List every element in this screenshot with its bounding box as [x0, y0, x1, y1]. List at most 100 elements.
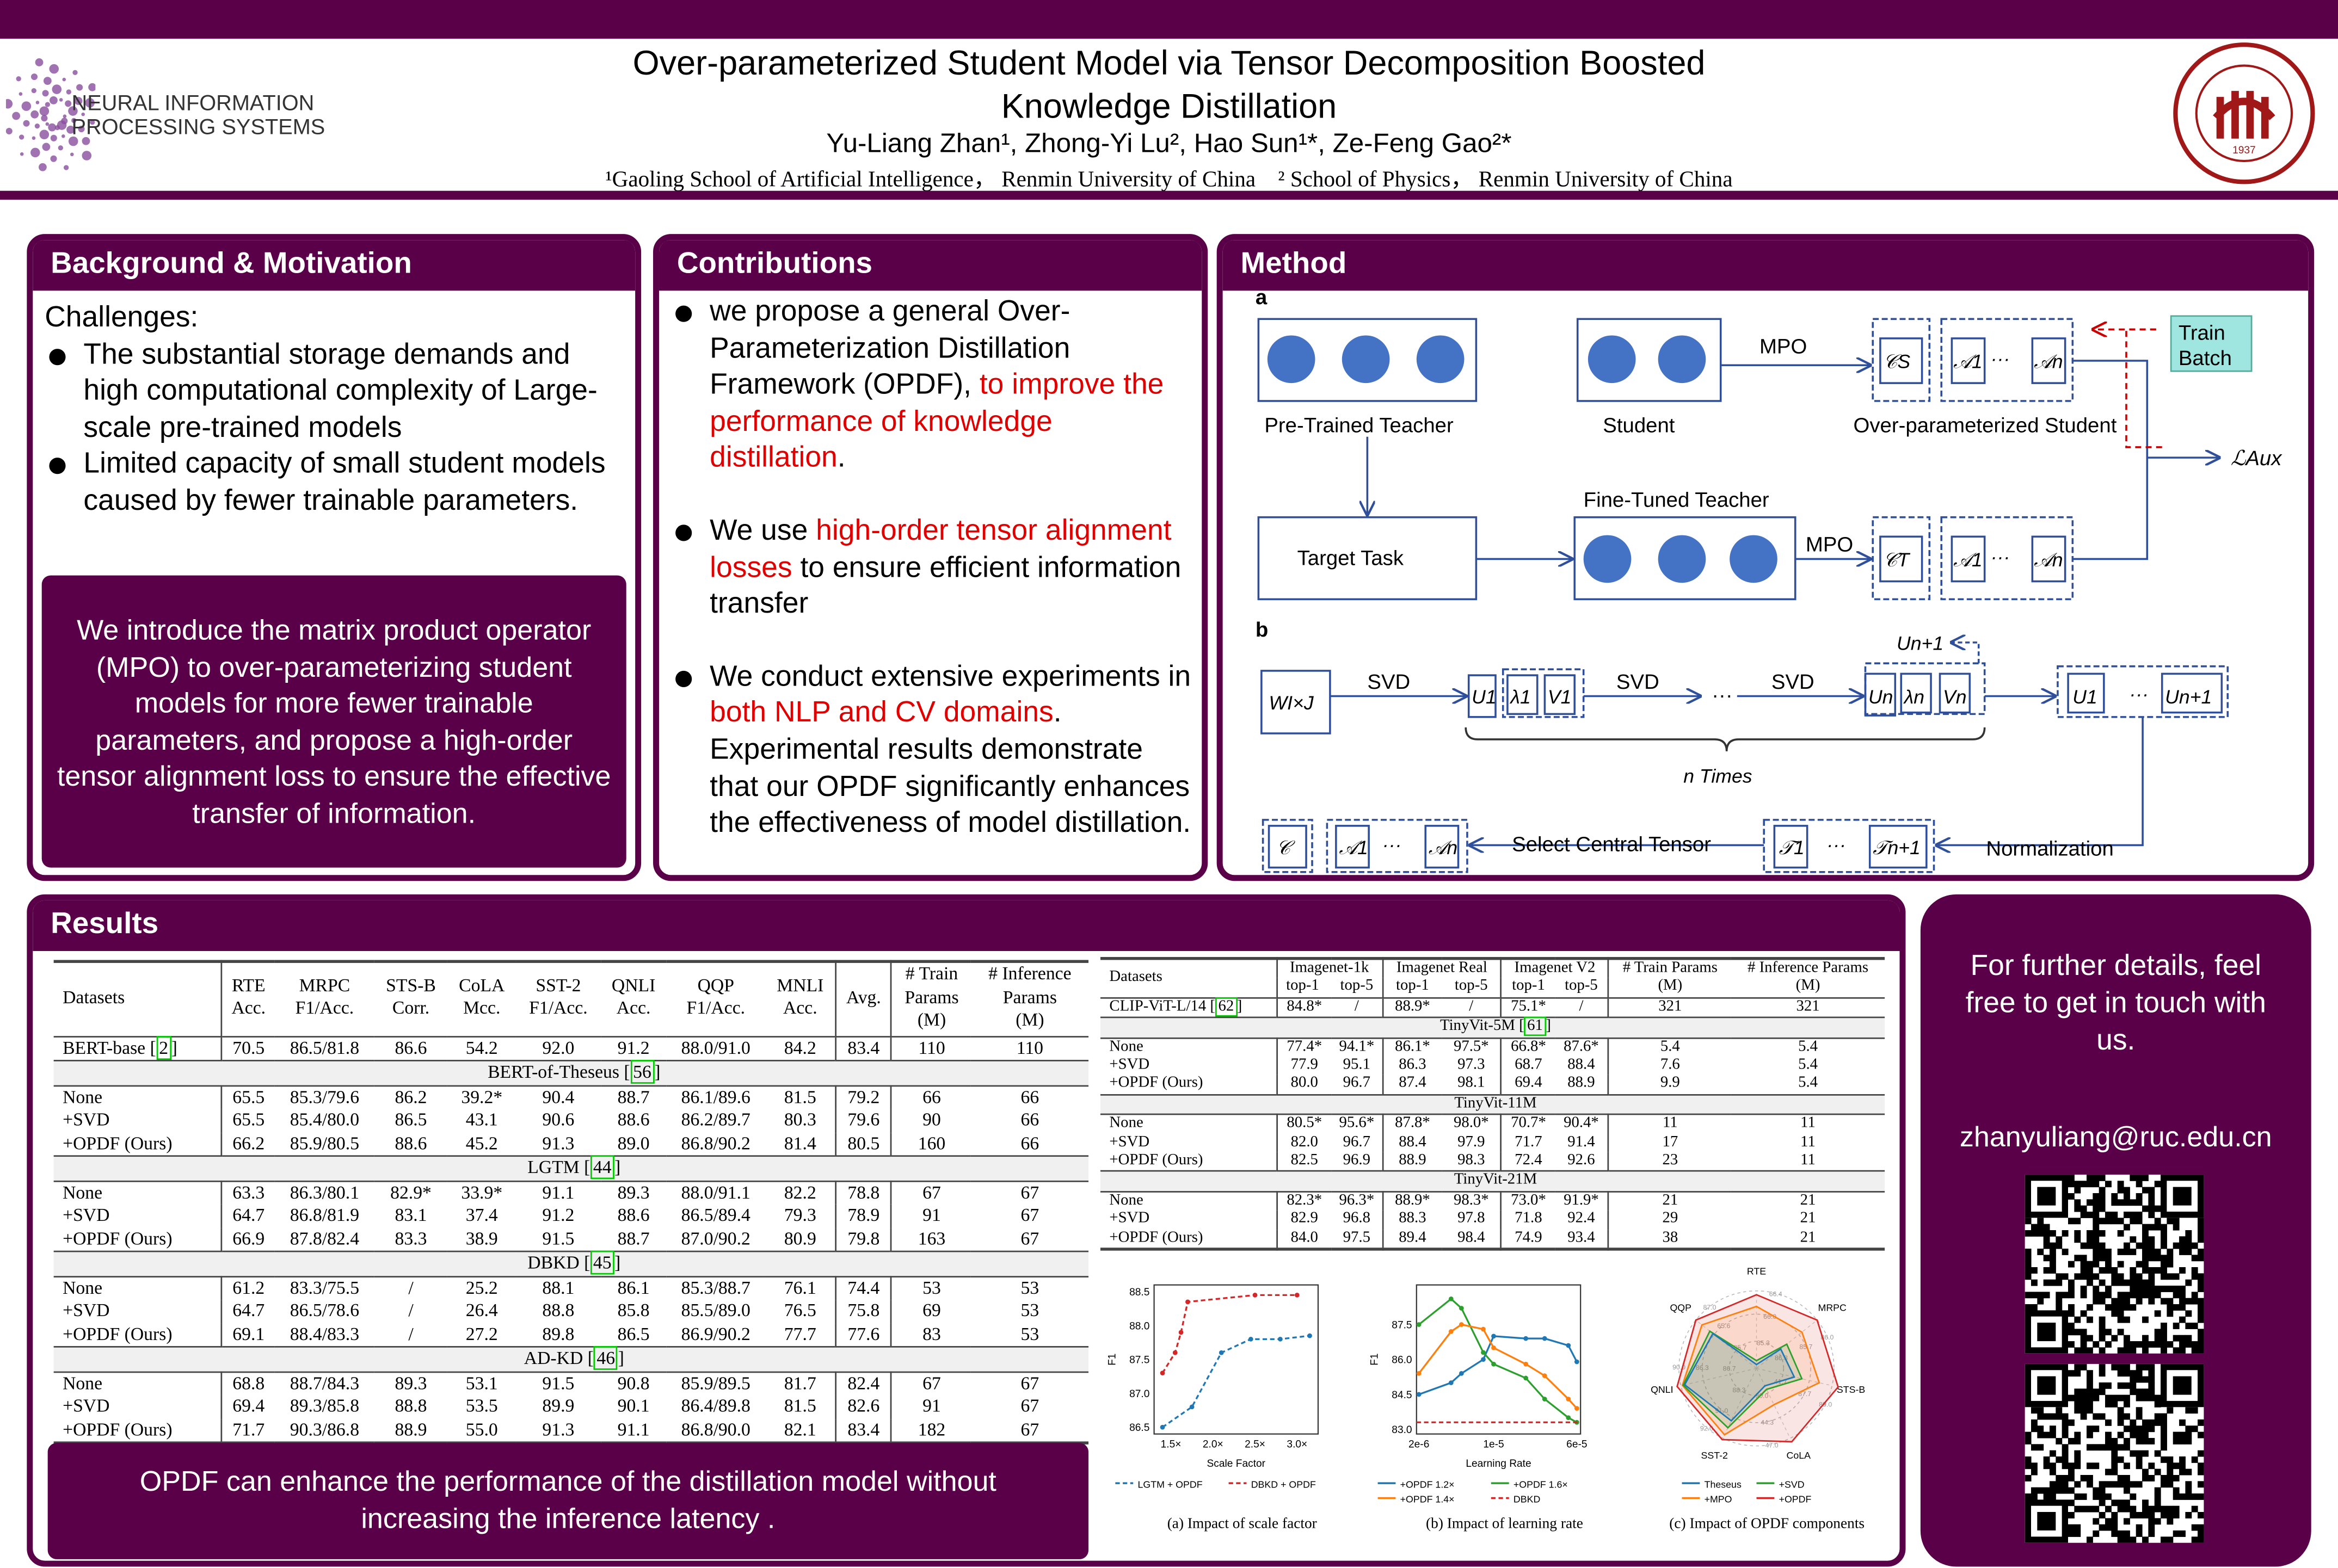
column-subheader: top-1	[1500, 978, 1555, 998]
row-label: +SVD	[63, 1109, 110, 1130]
x-axis-label: Learning Rate	[1466, 1458, 1531, 1470]
data-point	[1542, 1373, 1547, 1379]
citation-link[interactable]: 45	[590, 1250, 615, 1275]
table-row: +SVD 64.7 86.5/78.6 / 26.4 88.8 85.8 85.5/89.0 7…	[54, 1300, 1088, 1323]
contact-panel: For further details, feel free to get in…	[1920, 894, 2311, 1567]
qr-finder	[2037, 1512, 2056, 1531]
table-cell: 76.5	[784, 1300, 816, 1321]
data-point	[1459, 1306, 1464, 1311]
table-cell: 97.5	[1343, 1229, 1371, 1246]
contact-email[interactable]: zhanyuliang@ruc.edu.cn	[1959, 1122, 2272, 1154]
table-cell: 17	[1607, 1134, 1731, 1153]
table-cell: 98.3*	[1453, 1192, 1489, 1209]
svg-text:𝒯1: 𝒯1	[1779, 837, 1805, 859]
svg-text:𝒞T: 𝒞T	[1883, 549, 1910, 571]
data-point	[1248, 1336, 1253, 1342]
table-row: +OPDF (Ours) 80.0 96.7 87.4 98.1 69.4 88.9 9.9 5…	[1100, 1075, 1885, 1095]
poster-title: Over-parameterized Student Model via Ten…	[632, 43, 1706, 126]
legend-label: +OPDF 1.2×	[1400, 1479, 1455, 1490]
citation-link[interactable]: 46	[593, 1346, 618, 1370]
data-point	[1307, 1333, 1312, 1338]
table-cell: 65.5	[220, 1085, 275, 1109]
citation-link[interactable]: 44	[590, 1155, 615, 1180]
table-cell: 85.9/80.5	[290, 1132, 360, 1153]
method-title: Method	[1222, 240, 2309, 291]
contact-text: For further details, feel free to get in…	[1965, 949, 2266, 1057]
citation-link[interactable]: 56	[630, 1059, 655, 1084]
data-point	[1566, 1343, 1571, 1348]
table-cell: 83.4	[835, 1418, 891, 1443]
table-cell: 88.7	[617, 1085, 650, 1107]
table-cell: /	[1354, 998, 1359, 1015]
data-point	[1523, 1361, 1529, 1367]
citation-link[interactable]: 62	[1215, 997, 1237, 1017]
table-cell: 90.8	[617, 1372, 650, 1393]
table-cell: 80.9	[784, 1227, 816, 1249]
table-cell: 88.4	[1381, 1134, 1442, 1153]
table-cell: 94.1*	[1339, 1038, 1375, 1055]
qr-finder	[2037, 1187, 2056, 1206]
legend-label: +OPDF 1.4×	[1400, 1494, 1455, 1505]
data-point	[1416, 1392, 1422, 1397]
table-cell: 66.8*	[1500, 1038, 1555, 1057]
table-cell: 97.8	[1457, 1211, 1485, 1227]
citation-link[interactable]: 61	[1524, 1017, 1546, 1036]
table-cell: 86.8/90.2	[681, 1132, 750, 1153]
table-cell: 91.2	[617, 1036, 650, 1058]
table-cell: 67	[890, 1180, 971, 1205]
table-row: +OPDF (Ours) 82.5 96.9 88.9 98.3 72.4 92.6 23 11	[1100, 1152, 1885, 1172]
radar-tick-label: 87.0	[1703, 1304, 1716, 1311]
table-cell: 79.6	[835, 1109, 891, 1132]
table-cell: 65.5	[220, 1109, 275, 1132]
table-cell: 90.3/86.8	[290, 1418, 360, 1440]
table-cell: 11	[1800, 1134, 1816, 1151]
table-cell: 69.4	[220, 1395, 275, 1418]
x-axis-label: Scale Factor	[1207, 1458, 1266, 1470]
data-point	[1294, 1293, 1300, 1298]
table-cell: 91.3	[542, 1418, 575, 1440]
table-cell: 68.7	[1500, 1057, 1555, 1076]
results-panel: Results Datasets RTE Acc. MRPC F1/Acc. STS-B C…	[27, 894, 1906, 1567]
table-header-row: Datasets Imagenet-1k Imagenet Real Imagenet…	[1100, 958, 1885, 986]
svg-text:𝒜1: 𝒜1	[1953, 549, 1983, 571]
table-cell: 78.9	[835, 1204, 891, 1228]
table-cell: 87.4	[1381, 1075, 1442, 1095]
svg-text:Un: Un	[1868, 686, 1893, 708]
table-cell: 67	[1020, 1395, 1039, 1416]
table-cell: 110	[890, 1036, 971, 1061]
svg-text:λ1: λ1	[1509, 686, 1530, 708]
svg-text:𝒞: 𝒞	[1276, 837, 1295, 859]
table-cell: 64.7	[220, 1204, 275, 1228]
radar-grid	[1678, 1290, 1835, 1447]
series-line	[1161, 1294, 1297, 1374]
column-header: Imagenet Real	[1381, 958, 1502, 979]
table-cell: 5.4	[1798, 1075, 1818, 1092]
table-cell: 38.9	[465, 1227, 498, 1249]
svg-text:···: ···	[1382, 834, 1402, 855]
radar-tick-label: 85.7	[1733, 1344, 1746, 1351]
data-point	[1219, 1350, 1224, 1355]
row-label: +SVD	[1109, 1134, 1150, 1151]
svd-label: SVD	[1616, 670, 1659, 694]
table-cell: 82.9*	[390, 1181, 432, 1202]
ablation-charts: (a) Impact of scale factor 86.5 87.0 87.5 88…	[1100, 1266, 1891, 1543]
citation-link[interactable]: 2	[156, 1035, 171, 1059]
contribution-item: We conduct extensive experiments in both…	[671, 658, 1193, 842]
logo-text-line2: PROCESSING SYSTEMS	[71, 116, 325, 140]
table-row: BERT-base [2] 70.5 86.5/81.8 86.6 54.2 92.0 91…	[53, 1035, 1089, 1061]
table-cell: 66	[1020, 1109, 1039, 1130]
table-cell: 70.5	[220, 1036, 275, 1061]
cv-results-table: Datasets Imagenet-1k Imagenet Real Imagenet…	[1100, 956, 1885, 1251]
data-point	[1448, 1297, 1454, 1301]
qr-code-contact[interactable]	[2025, 1363, 2204, 1543]
table-cell: 91.1	[617, 1418, 650, 1440]
table-cell: 83.4	[835, 1036, 891, 1061]
x-tick-label: 2.5×	[1245, 1439, 1265, 1450]
chart-2: (c) Impact of OPDF components RTE MRPC STS-…	[1651, 1266, 1865, 1532]
table-cell: 96.9	[1343, 1152, 1371, 1169]
table-cell: 88.6	[617, 1204, 650, 1226]
table-cell: 90.1	[617, 1395, 650, 1416]
y-tick-label: 84.5	[1392, 1390, 1412, 1401]
qr-code-github[interactable]	[2025, 1174, 2204, 1354]
table-cell: 77.7	[784, 1323, 816, 1344]
